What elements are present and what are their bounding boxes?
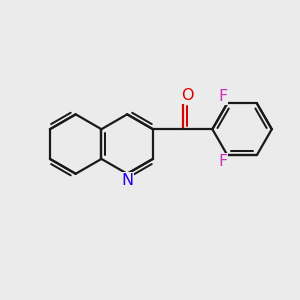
Text: N: N — [121, 173, 133, 188]
Text: F: F — [218, 154, 227, 169]
Text: O: O — [181, 88, 193, 104]
Text: F: F — [218, 89, 227, 104]
